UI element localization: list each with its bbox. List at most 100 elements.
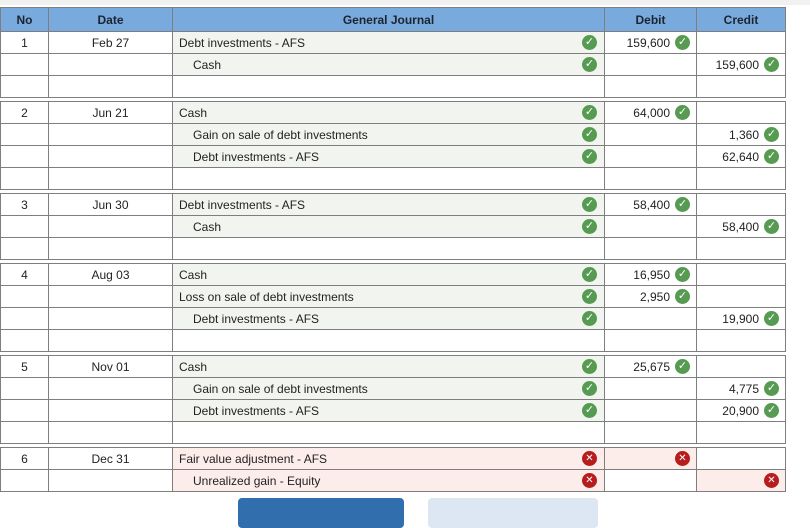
account-name: Gain on sale of debt investments [193, 381, 368, 396]
journal-row: 1 Feb 27 Debt investments - AFS ✓ 159,600 ✓ [0, 31, 786, 54]
spacer-cell [172, 329, 605, 352]
account-cell[interactable]: Debt investments - AFS ✓ [172, 307, 605, 330]
debit-cell[interactable] [604, 469, 697, 492]
journal-row: 2 Jun 21 Cash ✓ 64,000 ✓ [0, 101, 786, 124]
check-icon: ✓ [582, 311, 597, 326]
debit-cell[interactable]: 25,675 ✓ [604, 355, 697, 378]
debit-cell[interactable] [604, 123, 697, 146]
check-icon: ✓ [764, 403, 779, 418]
check-icon: ✓ [675, 105, 690, 120]
spacer-cell [172, 167, 605, 190]
account-name: Gain on sale of debt investments [193, 127, 368, 142]
debit-cell[interactable] [604, 377, 697, 400]
account-cell[interactable]: Debt investments - AFS ✓ [172, 31, 605, 54]
secondary-action-button[interactable] [428, 498, 598, 528]
account-cell[interactable]: Fair value adjustment - AFS ✕ [172, 447, 605, 470]
account-cell[interactable]: Cash ✓ [172, 53, 605, 76]
credit-cell[interactable] [696, 193, 786, 216]
spacer-cell [604, 237, 697, 260]
debit-cell[interactable] [604, 53, 697, 76]
account-cell[interactable]: Debt investments - AFS ✓ [172, 145, 605, 168]
spacer-cell [604, 167, 697, 190]
check-icon: ✓ [764, 311, 779, 326]
spacer-row [0, 421, 786, 444]
credit-cell[interactable]: 62,640 ✓ [696, 145, 786, 168]
journal-row: 5 Nov 01 Cash ✓ 25,675 ✓ [0, 355, 786, 378]
debit-amount: 159,600 [626, 35, 670, 50]
spacer-cell [0, 75, 49, 98]
check-icon: ✓ [582, 267, 597, 282]
entry-no [0, 469, 49, 492]
x-icon: ✕ [582, 451, 597, 466]
credit-cell[interactable]: 58,400 ✓ [696, 215, 786, 238]
debit-cell[interactable]: 159,600 ✓ [604, 31, 697, 54]
debit-cell[interactable] [604, 399, 697, 422]
journal-row: Debt investments - AFS ✓ 62,640 ✓ [0, 145, 786, 168]
account-cell[interactable]: Cash ✓ [172, 101, 605, 124]
account-cell[interactable]: Debt investments - AFS ✓ [172, 399, 605, 422]
check-icon: ✓ [582, 359, 597, 374]
debit-cell[interactable]: ✕ [604, 447, 697, 470]
credit-amount: 20,900 [722, 403, 759, 418]
entry-date [48, 399, 173, 422]
debit-cell[interactable] [604, 215, 697, 238]
entry-no: 4 [0, 263, 49, 286]
credit-cell[interactable] [696, 31, 786, 54]
spacer-cell [0, 237, 49, 260]
journal-header: No Date General Journal Debit Credit [0, 7, 786, 32]
debit-cell[interactable]: 58,400 ✓ [604, 193, 697, 216]
journal-entry-1: 1 Feb 27 Debt investments - AFS ✓ 159,600 ✓ Ca… [0, 31, 786, 98]
debit-amount: 25,675 [633, 359, 670, 374]
account-name: Loss on sale of debt investments [179, 289, 354, 304]
account-cell[interactable]: Loss on sale of debt investments ✓ [172, 285, 605, 308]
account-cell[interactable]: Cash ✓ [172, 215, 605, 238]
credit-cell[interactable] [696, 101, 786, 124]
account-cell[interactable]: Cash ✓ [172, 355, 605, 378]
credit-cell[interactable]: 4,775 ✓ [696, 377, 786, 400]
debit-cell[interactable] [604, 145, 697, 168]
entry-date: Jun 21 [48, 101, 173, 124]
credit-cell[interactable]: 19,900 ✓ [696, 307, 786, 330]
entry-date [48, 145, 173, 168]
debit-cell[interactable] [604, 307, 697, 330]
debit-cell[interactable]: 64,000 ✓ [604, 101, 697, 124]
debit-cell[interactable]: 2,950 ✓ [604, 285, 697, 308]
spacer-cell [0, 329, 49, 352]
credit-amount: 159,600 [715, 57, 759, 72]
entry-no: 6 [0, 447, 49, 470]
account-cell[interactable]: Debt investments - AFS ✓ [172, 193, 605, 216]
account-cell[interactable]: Gain on sale of debt investments ✓ [172, 377, 605, 400]
account-cell[interactable]: Unrealized gain - Equity ✕ [172, 469, 605, 492]
credit-amount: 62,640 [722, 149, 759, 164]
account-name: Debt investments - AFS [193, 311, 320, 326]
credit-cell[interactable]: ✕ [696, 469, 786, 492]
x-icon: ✕ [764, 473, 779, 488]
debit-amount: 64,000 [633, 105, 670, 120]
credit-cell[interactable]: 20,900 ✓ [696, 399, 786, 422]
check-icon: ✓ [582, 403, 597, 418]
credit-cell[interactable] [696, 447, 786, 470]
column-header-general-journal: General Journal [172, 7, 605, 32]
spacer-row [0, 167, 786, 190]
credit-cell[interactable] [696, 285, 786, 308]
credit-cell[interactable]: 159,600 ✓ [696, 53, 786, 76]
check-icon: ✓ [675, 35, 690, 50]
credit-cell[interactable]: 1,360 ✓ [696, 123, 786, 146]
credit-cell[interactable] [696, 355, 786, 378]
x-icon: ✕ [582, 473, 597, 488]
credit-cell[interactable] [696, 263, 786, 286]
primary-action-button[interactable] [238, 498, 404, 528]
check-icon: ✓ [764, 381, 779, 396]
account-cell[interactable]: Cash ✓ [172, 263, 605, 286]
entry-date: Nov 01 [48, 355, 173, 378]
spacer-cell [696, 167, 786, 190]
spacer-cell [696, 75, 786, 98]
spacer-cell [604, 75, 697, 98]
credit-amount: 19,900 [722, 311, 759, 326]
spacer-row [0, 75, 786, 98]
journal-row: Debt investments - AFS ✓ 20,900 ✓ [0, 399, 786, 422]
debit-cell[interactable]: 16,950 ✓ [604, 263, 697, 286]
account-cell[interactable]: Gain on sale of debt investments ✓ [172, 123, 605, 146]
check-icon: ✓ [764, 57, 779, 72]
debit-amount: 16,950 [633, 267, 670, 282]
